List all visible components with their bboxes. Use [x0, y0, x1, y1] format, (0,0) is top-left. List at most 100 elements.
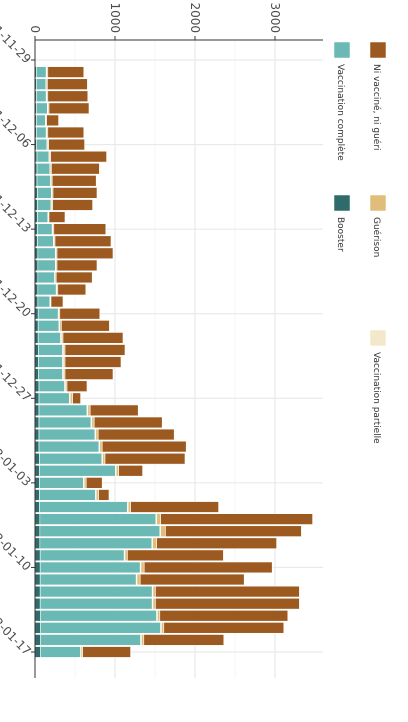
bar-segment-vaccination-compl-te [40, 574, 136, 585]
bar-segment-ni-vaccin-ni-gu-ri [51, 163, 99, 174]
bar-segment-gu-rison [70, 393, 72, 404]
legend-label: Booster [335, 217, 345, 252]
bar-segment-vaccination-compl-te [39, 490, 95, 501]
bar-segment-vaccination-compl-te [38, 332, 60, 343]
bar-segment-ni-vaccin-ni-gu-ri [57, 248, 113, 259]
bar-segment-booster [35, 562, 40, 573]
bar-segment-vaccination-compl-te [37, 151, 49, 162]
bar-segment-vaccination-compl-te [37, 115, 46, 126]
bar-segment-ni-vaccin-ni-gu-ri [49, 212, 65, 223]
bar-segment-ni-vaccin-ni-gu-ri [67, 381, 87, 392]
legend-label: Vaccination complète [335, 64, 346, 161]
bar-segment-ni-vaccin-ni-gu-ri [131, 502, 219, 513]
bar-segment-booster [35, 634, 41, 645]
bar-segment-booster [35, 453, 39, 464]
legend: Ni vacciné, ni guéri Vaccination complète… [334, 42, 386, 444]
bar-segment-vaccination-compl-te [39, 502, 127, 513]
bar-segment-vaccination-compl-te [41, 647, 81, 658]
y-tick-label: 1000 [108, 2, 122, 33]
x-tick-label: 2022-01-10 [0, 514, 34, 573]
bar-segment-vaccination-compl-te [37, 91, 47, 102]
bar-segment-gu-rison [92, 417, 94, 428]
bar-segment-ni-vaccin-ni-gu-ri [65, 357, 121, 368]
bar-segment-gu-rison [96, 490, 98, 501]
bar-segment-booster [35, 417, 39, 428]
bar-segment-vaccination-compl-te [40, 514, 156, 525]
bar-segment-vaccination-compl-te [37, 163, 50, 174]
bar-segment-vaccination-compl-te [40, 598, 152, 609]
bar-segment-ni-vaccin-ni-gu-ri [102, 441, 186, 452]
bar-segment-booster [35, 538, 40, 549]
bar-segment-booster [35, 345, 39, 356]
bar-segment-ni-vaccin-ni-gu-ri [47, 115, 59, 126]
bar-segment-vaccination-compl-te [37, 212, 47, 223]
bar-segment-gu-rison [116, 465, 118, 476]
bar-segment-booster [35, 550, 40, 561]
bar-segment-vaccination-compl-te [39, 381, 65, 392]
bar-segment-vaccination-compl-te [41, 622, 161, 633]
bar-segment-ni-vaccin-ni-gu-ri [61, 320, 109, 331]
bar-segment-gu-rison [100, 441, 102, 452]
bar-segment-ni-vaccin-ni-gu-ri [65, 369, 113, 380]
bar-segment-ni-vaccin-ni-gu-ri [48, 91, 88, 102]
legend-item: Guérison [370, 195, 386, 257]
bar-segment-gu-rison [157, 514, 161, 525]
bar-segment-ni-vaccin-ni-gu-ri [98, 429, 174, 440]
bar-segment-vaccination-compl-te [40, 550, 124, 561]
bar-segment-vaccination-compl-te [37, 79, 46, 90]
legend-item: Vaccination partielle [370, 330, 386, 444]
bar-segment-vaccination-compl-te [37, 187, 51, 198]
bar-segment-vaccination-compl-te [39, 393, 69, 404]
x-tick-label: 2022-01-17 [0, 599, 34, 658]
bar-segment-ni-vaccin-ni-gu-ri [99, 490, 109, 501]
bar-segment-booster [35, 369, 39, 380]
y-tick-label: 0 [28, 25, 42, 33]
bar-segment-ni-vaccin-ni-gu-ri [86, 477, 102, 488]
bar-segment-gu-rison [125, 550, 127, 561]
bar-segment-vaccination-compl-te [38, 296, 50, 307]
x-tick-label: 2021-12-27 [0, 345, 34, 404]
y-tick-label: 2000 [188, 2, 202, 33]
bar-segment-ni-vaccin-ni-gu-ri [55, 236, 111, 247]
bar-segment-ni-vaccin-ni-gu-ri [47, 79, 87, 90]
bar-segment-vaccination-compl-te [40, 526, 160, 537]
bar-segment-ni-vaccin-ni-gu-ri [52, 175, 96, 186]
bar-segment-ni-vaccin-ni-gu-ri [165, 526, 301, 537]
bar-segment-booster [35, 429, 39, 440]
y-tick-label: 3000 [268, 2, 282, 33]
bar-segment-booster [35, 477, 39, 488]
bar-segment-vaccination-compl-te [38, 308, 58, 319]
bar-segment-gu-rison [153, 586, 155, 597]
bar-segment-ni-vaccin-ni-gu-ri [164, 622, 284, 633]
bar-segment-vaccination-compl-te [39, 453, 101, 464]
bar-segment-booster [35, 647, 41, 658]
legend-item: Vaccination complète [334, 42, 350, 161]
bar-segment-booster [35, 441, 39, 452]
bar-segment-ni-vaccin-ni-gu-ri [90, 405, 138, 416]
bar-segment-gu-rison [141, 634, 143, 645]
bar-segment-vaccination-compl-te [40, 586, 152, 597]
x-tick-label: 2021-11-29 [0, 7, 34, 66]
bar-segment-ni-vaccin-ni-gu-ri [144, 562, 272, 573]
bar-segment-booster [35, 465, 39, 476]
bar-segment-vaccination-compl-te [37, 224, 52, 235]
bar-segment-ni-vaccin-ni-gu-ri [161, 514, 313, 525]
bar-segment-gu-rison [96, 429, 98, 440]
legend-label: Ni vacciné, ni guéri [371, 64, 382, 151]
bar-segment-vaccination-compl-te [39, 345, 63, 356]
bar-segment-gu-rison [137, 574, 140, 585]
bar-segment-vaccination-compl-te [40, 562, 140, 573]
bar-segment-gu-rison [103, 453, 105, 464]
bar-segment-ni-vaccin-ni-gu-ri [48, 67, 84, 78]
bar-segment-vaccination-compl-te [37, 103, 48, 114]
bar-segment-ni-vaccin-ni-gu-ri [83, 647, 131, 658]
bar-segment-vaccination-compl-te [37, 200, 51, 211]
bar-segment-vaccination-compl-te [39, 441, 99, 452]
x-tick-label: 2022-01-03 [0, 430, 34, 489]
bar-segment-vaccination-compl-te [39, 417, 91, 428]
bar-segment-vaccination-compl-te [38, 260, 56, 271]
bar-segment-ni-vaccin-ni-gu-ri [53, 187, 97, 198]
legend-item: Ni vacciné, ni guéri [370, 42, 386, 151]
bar-segment-ni-vaccin-ni-gu-ri [140, 574, 244, 585]
